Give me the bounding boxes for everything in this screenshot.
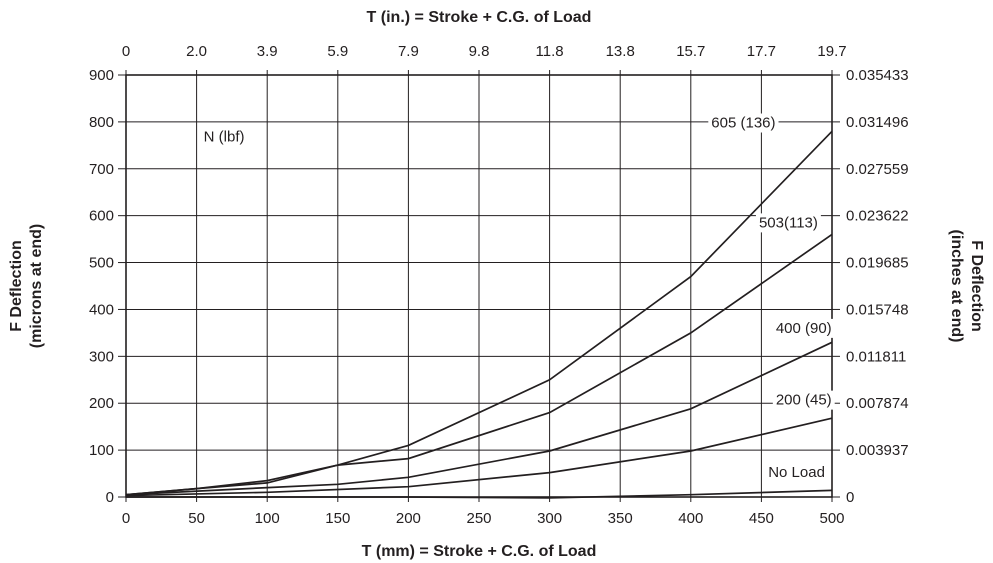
series-label: 400 (90) <box>776 320 832 337</box>
y-tick-label: 0 <box>106 489 114 506</box>
series-label-background <box>708 113 779 133</box>
x-tick-label: 0 <box>122 510 130 527</box>
x-tick-label: 200 <box>396 510 421 527</box>
series-line <box>126 489 833 499</box>
x-tick-label-top: 13.8 <box>606 43 635 60</box>
y-tick-label-right: 0.031496 <box>846 114 909 131</box>
x-tick-label: 450 <box>749 510 774 527</box>
y-tick-label-right: 0.007874 <box>846 395 909 412</box>
x-tick-label: 350 <box>608 510 633 527</box>
x-tick-label: 50 <box>188 510 205 527</box>
x-tick-label: 250 <box>466 510 491 527</box>
x-tick-label-top: 17.7 <box>747 43 776 60</box>
series-line <box>125 233 833 496</box>
series-line <box>125 341 833 496</box>
series-label: 503(113) <box>759 214 818 231</box>
series-label-background <box>772 318 835 338</box>
y-tick-label-right: 0.015748 <box>846 301 909 318</box>
y-tick-label-right: 0.003937 <box>846 442 909 459</box>
y-tick-label: 700 <box>89 161 114 178</box>
series-label: 605 (136) <box>711 115 775 132</box>
y-axis-title-right-line2: (inches at end) <box>948 230 965 343</box>
series-lines <box>125 130 833 499</box>
y-tick-label-right: 0.035433 <box>846 67 909 84</box>
y-axis-title-right-line1: F Deflection <box>968 240 985 332</box>
y-axis-title-left: F Deflection (microns at end) <box>8 224 45 348</box>
x-tick-label: 500 <box>819 510 844 527</box>
x-axis-title: T (mm) = Stroke + C.G. of Load <box>362 543 597 560</box>
x-tick-label-top: 5.9 <box>327 43 348 60</box>
y-tick-label: 100 <box>89 442 114 459</box>
x-tick-label: 100 <box>255 510 280 527</box>
y-tick-label: 900 <box>89 67 114 84</box>
series-labels: 605 (136) 503(113) 400 (90) 200 (45) No Load <box>708 113 835 481</box>
x-tick-label-top: 3.9 <box>257 43 278 60</box>
legend-title: N (lbf) <box>204 129 245 146</box>
grid <box>126 75 832 497</box>
y-tick-label: 300 <box>89 348 114 365</box>
y-tick-label-right: 0.019685 <box>846 255 909 272</box>
x-tick-label: 150 <box>325 510 350 527</box>
x-tick-label: 400 <box>678 510 703 527</box>
y-axis-title-right: F Deflection (inches at end) <box>948 230 985 343</box>
y-axis-title-left-line2: (microns at end) <box>28 224 45 348</box>
x-tick-label: 300 <box>537 510 562 527</box>
series-line <box>125 417 833 497</box>
series-label-background <box>755 213 821 233</box>
ticks: 00502.01003.91505.92007.92509.830011.835… <box>89 43 909 527</box>
x-tick-label-top: 2.0 <box>186 43 207 60</box>
x-tick-label-top: 9.8 <box>469 43 490 60</box>
y-tick-label: 400 <box>89 301 114 318</box>
y-tick-label-right: 0.011811 <box>846 348 906 365</box>
y-tick-label-right: 0.027559 <box>846 161 909 178</box>
y-axis-title-left-line1: F Deflection <box>8 240 25 332</box>
x-tick-label-top: 7.9 <box>398 43 419 60</box>
y-tick-label-right: 0.023622 <box>846 208 909 225</box>
x-tick-label-top: 11.8 <box>536 43 564 60</box>
series-label-background <box>772 390 835 410</box>
x-tick-label-top: 19.7 <box>817 43 846 60</box>
series-label: 200 (45) <box>776 392 832 409</box>
x-axis-title-top: T (in.) = Stroke + C.G. of Load <box>367 9 592 26</box>
series-label: No Load <box>768 464 825 481</box>
y-tick-label-right: 0 <box>846 489 854 506</box>
y-tick-label: 600 <box>89 208 114 225</box>
y-tick-label: 500 <box>89 255 114 272</box>
x-tick-label-top: 15.7 <box>676 43 705 60</box>
y-tick-label: 800 <box>89 114 114 131</box>
y-tick-label: 200 <box>89 395 114 412</box>
x-tick-label-top: 0 <box>122 43 130 60</box>
